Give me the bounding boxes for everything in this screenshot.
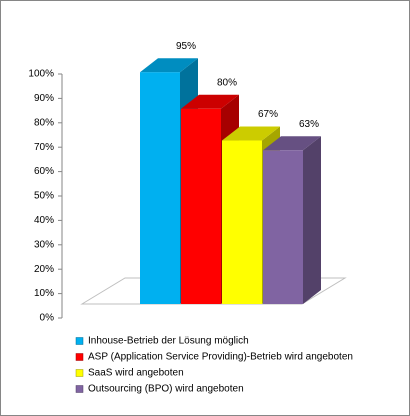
value-label: 63% (299, 119, 319, 130)
legend-swatch (75, 385, 84, 393)
bar (263, 150, 303, 304)
legend-swatch (75, 353, 84, 361)
y-tick-label: 80% (34, 117, 54, 128)
bar (140, 72, 180, 304)
bar (222, 140, 262, 304)
y-tick-label: 50% (34, 191, 54, 202)
bar-top (222, 126, 280, 141)
y-tick-label: 30% (34, 239, 54, 250)
legend-label: Outsourcing (BPO) wird angeboten (88, 384, 244, 395)
bar (181, 108, 221, 304)
legend-swatch (75, 369, 84, 377)
bar-top (263, 136, 321, 151)
y-tick-label: 90% (34, 93, 54, 104)
bar-top (140, 58, 198, 73)
bar-side (303, 136, 321, 304)
y-tick-label: 40% (34, 215, 54, 226)
legend-label: Inhouse-Betrieb der Lösung möglich (88, 336, 249, 347)
legend-label: ASP (Application Service Providing)-Betr… (88, 352, 353, 363)
value-label: 80% (217, 77, 237, 88)
value-label: 67% (258, 109, 278, 120)
value-label: 95% (176, 41, 196, 52)
y-tick-label: 0% (40, 313, 55, 324)
y-tick-label: 10% (34, 288, 54, 299)
legend-swatch (75, 337, 84, 345)
legend-label: SaaS wird angeboten (88, 368, 184, 379)
y-tick-label: 100% (28, 69, 54, 80)
bar-top (181, 94, 239, 109)
y-tick-label: 20% (34, 264, 54, 275)
y-tick-label: 60% (34, 166, 54, 177)
y-tick-label: 70% (34, 142, 54, 153)
